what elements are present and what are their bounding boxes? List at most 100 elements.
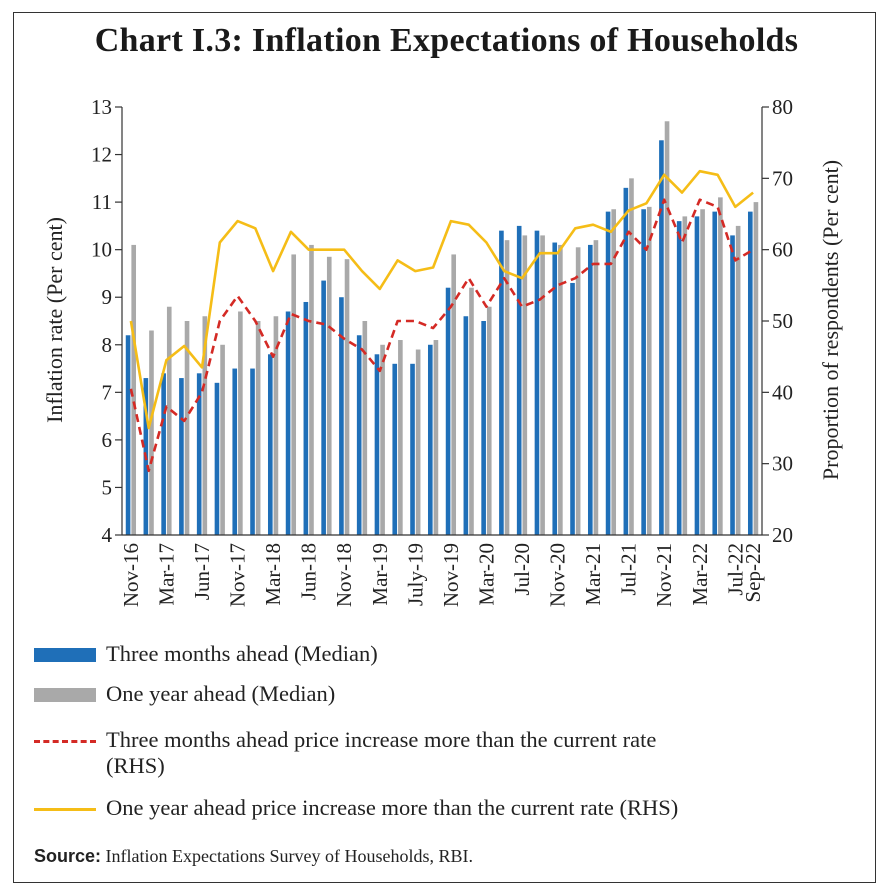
bar-one-year <box>220 344 225 535</box>
bar-three-months <box>499 230 504 535</box>
bar-one-year <box>166 306 172 535</box>
bar-one-year <box>664 121 670 536</box>
bar-one-year <box>184 321 190 535</box>
legend-item-three-months-line: Three months ahead price increase more t… <box>34 727 656 779</box>
left-tick-label: 12 <box>91 143 112 167</box>
right-tick-label: 80 <box>772 95 793 119</box>
bar-one-year <box>273 316 279 535</box>
bar-three-months <box>267 354 273 535</box>
bar-one-year <box>291 254 297 535</box>
y-axis-label: Inflation rate (Per cent) <box>42 217 67 423</box>
bar-three-months <box>641 209 646 535</box>
x-tick-label: Mar-18 <box>261 543 285 606</box>
bar-three-months <box>481 321 486 535</box>
bar-one-year <box>486 306 492 535</box>
source-label: Source: <box>34 846 102 866</box>
bar-three-months <box>694 216 700 535</box>
legend-label: One year ahead (Median) <box>106 681 336 706</box>
bar-three-months <box>730 235 735 535</box>
bar-three-months <box>605 211 611 535</box>
bar-three-months <box>250 368 255 535</box>
bar-one-year <box>131 244 137 535</box>
left-tick-label: 8 <box>102 333 113 357</box>
bar-one-year <box>558 244 563 535</box>
right-tick-label: 30 <box>772 452 793 476</box>
x-tick-label: Jul-20 <box>510 543 534 596</box>
legend-item-one-year-line: One year ahead price increase more than … <box>34 795 678 821</box>
bar-one-year <box>344 259 350 535</box>
bar-one-year <box>611 209 617 535</box>
bar-one-year <box>202 316 208 535</box>
x-tick-label: July-19 <box>403 543 427 606</box>
bar-three-months <box>534 230 540 535</box>
right-tick-label: 20 <box>772 523 793 547</box>
bar-three-months <box>552 242 558 536</box>
left-tick-label: 9 <box>102 285 113 309</box>
bar-three-months <box>463 316 469 535</box>
x-tick-label: Sep-22 <box>741 543 765 603</box>
right-tick-label: 70 <box>772 166 793 190</box>
left-tick-label: 13 <box>91 95 112 119</box>
bar-one-year <box>504 240 510 535</box>
bar-three-months <box>339 297 344 535</box>
x-tick-label: Jun-17 <box>190 543 214 600</box>
chart-title: Chart I.3: Inflation Expectations of Hou… <box>94 22 799 59</box>
source-note: Source: Inflation Expectations Survey of… <box>34 846 473 867</box>
grey-bar-swatch <box>34 688 96 702</box>
left-tick-label: 11 <box>92 190 112 214</box>
line-series-group <box>129 169 754 473</box>
x-tick-label: Jul-22 <box>723 543 747 596</box>
x-tick-label: Nov-16 <box>119 543 143 607</box>
bar-one-year <box>398 340 403 535</box>
legend-label: Three months ahead (Median) <box>106 641 378 666</box>
bar-one-year <box>469 287 474 535</box>
legend-item-one-year-bar: One year ahead (Median) <box>34 681 335 707</box>
bar-three-months <box>410 363 415 535</box>
x-tick-label: Mar-19 <box>368 543 392 606</box>
chart-plot: 4 5 6 7 8 9 10 11 12 13 20 30 40 50 60 70 80 Nov-16 Mar-… <box>42 95 843 607</box>
chart-frame <box>13 12 876 883</box>
x-tick-label: Nov-18 <box>332 543 356 607</box>
right-tick-label: 50 <box>772 309 793 333</box>
bar-three-months <box>161 373 166 535</box>
bar-one-year <box>753 202 759 535</box>
x-tick-label: Mar-21 <box>581 543 605 606</box>
left-axis: 4 5 6 7 8 9 10 11 12 13 <box>91 95 123 547</box>
bar-three-months <box>659 140 664 536</box>
bar-one-year <box>522 235 528 535</box>
left-tick-label: 6 <box>102 428 113 452</box>
bar-one-year <box>646 206 652 535</box>
x-tick-label: Nov-19 <box>439 543 463 607</box>
bar-one-year <box>362 321 368 535</box>
bar-one-year <box>718 197 723 535</box>
bar-one-year <box>735 225 741 535</box>
bar-one-year <box>451 254 457 535</box>
bar-three-months <box>623 187 629 535</box>
bar-three-months <box>374 354 380 535</box>
bar-one-year <box>309 244 314 535</box>
left-tick-label: 5 <box>102 475 113 499</box>
x-tick-label: Nov-17 <box>226 543 250 607</box>
bar-one-year <box>593 240 599 535</box>
bar-three-months <box>125 335 131 535</box>
bar-three-months <box>747 211 753 535</box>
bar-three-months <box>179 378 184 535</box>
left-tick-label: 10 <box>91 238 112 262</box>
bar-one-year <box>415 349 421 535</box>
right-tick-label: 60 <box>772 238 793 262</box>
left-tick-label: 4 <box>102 523 113 547</box>
bar-three-months <box>587 244 593 535</box>
bar-three-months <box>321 280 326 535</box>
yellow-line-swatch <box>34 808 96 811</box>
bar-one-year <box>326 256 332 535</box>
legend-label: Three months ahead price increase more t… <box>106 727 657 752</box>
bar-three-months <box>303 301 309 535</box>
left-tick-label: 7 <box>102 380 113 404</box>
bar-one-year <box>433 340 439 535</box>
x-axis: Nov-16 Mar-17 Jun-17 Nov-17 Mar-18 Jun-18 Nov-… <box>119 534 765 607</box>
source-text: Inflation Expectations Survey of Househo… <box>105 846 473 866</box>
legend-item-three-months-bar: Three months ahead (Median) <box>34 641 378 667</box>
bar-three-months <box>356 335 362 535</box>
bar-series-group <box>125 121 759 536</box>
bar-three-months <box>196 373 202 535</box>
